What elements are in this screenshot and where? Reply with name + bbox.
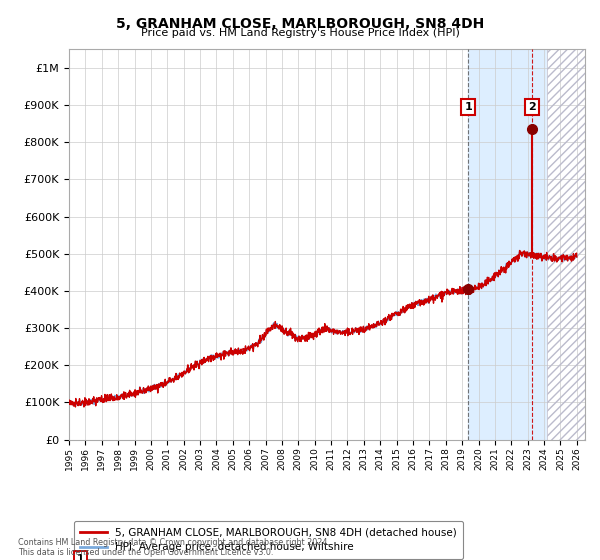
Bar — [547, 49, 585, 440]
Text: Price paid vs. HM Land Registry's House Price Index (HPI): Price paid vs. HM Land Registry's House … — [140, 28, 460, 38]
Legend: 5, GRANHAM CLOSE, MARLBOROUGH, SN8 4DH (detached house), HPI: Average price, det: 5, GRANHAM CLOSE, MARLBOROUGH, SN8 4DH (… — [74, 521, 463, 559]
Bar — [547, 49, 585, 440]
Text: 17-MAY-2019: 17-MAY-2019 — [108, 554, 175, 560]
Text: 2: 2 — [528, 102, 536, 112]
Text: 1: 1 — [77, 554, 84, 560]
Bar — [468, 49, 547, 440]
Text: Contains HM Land Registry data © Crown copyright and database right 2024.
This d: Contains HM Land Registry data © Crown c… — [18, 538, 330, 557]
Text: 1% ↓ HPI: 1% ↓ HPI — [337, 554, 386, 560]
Text: £405,000: £405,000 — [224, 554, 273, 560]
Text: 5, GRANHAM CLOSE, MARLBOROUGH, SN8 4DH: 5, GRANHAM CLOSE, MARLBOROUGH, SN8 4DH — [116, 17, 484, 31]
Text: 1: 1 — [464, 102, 472, 112]
